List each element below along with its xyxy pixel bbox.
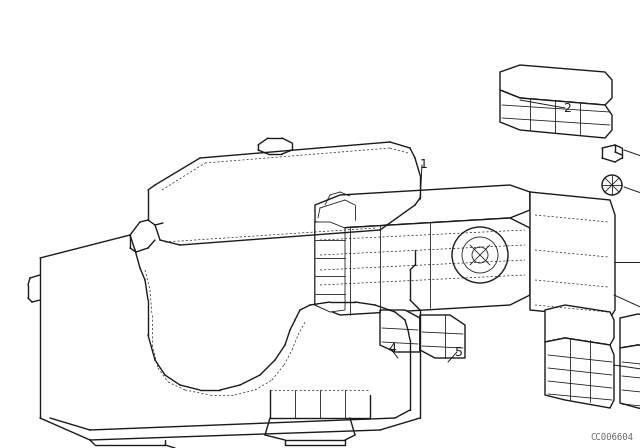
Text: 2: 2: [563, 102, 571, 115]
Text: 5: 5: [455, 345, 463, 358]
Polygon shape: [545, 305, 614, 345]
Text: 4: 4: [388, 341, 396, 354]
Polygon shape: [530, 192, 615, 318]
Polygon shape: [380, 310, 420, 352]
Polygon shape: [620, 314, 640, 352]
Polygon shape: [315, 218, 530, 315]
Polygon shape: [620, 345, 640, 415]
Polygon shape: [500, 90, 612, 138]
Text: CC006604: CC006604: [590, 434, 633, 443]
Polygon shape: [315, 185, 530, 228]
Polygon shape: [500, 65, 612, 105]
Polygon shape: [315, 222, 345, 312]
Polygon shape: [420, 315, 465, 358]
Polygon shape: [545, 338, 614, 408]
Text: 1: 1: [420, 159, 428, 172]
